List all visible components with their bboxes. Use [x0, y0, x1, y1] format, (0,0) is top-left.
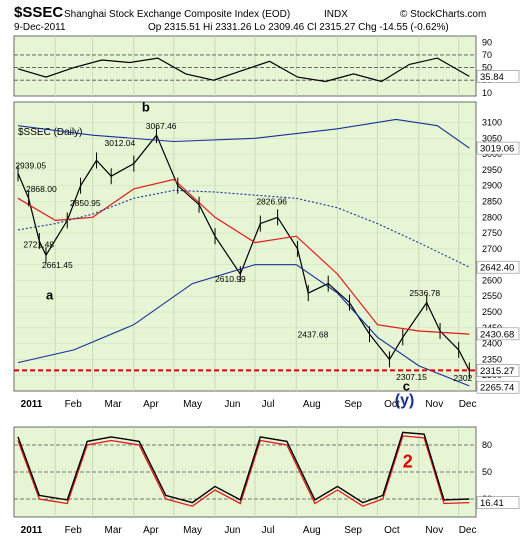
- price-annotation: 2939.05: [15, 160, 46, 170]
- wave-label-y: (y): [395, 392, 415, 409]
- bottom-signal-line: [17, 435, 470, 507]
- chart-exchange: INDX: [324, 9, 348, 20]
- price-annotation: 2661.45: [42, 260, 73, 270]
- price-annotation: 2536.78: [409, 288, 440, 298]
- bottom-last-value-box: [476, 496, 520, 509]
- top-y-tick-label: 10: [482, 88, 492, 98]
- top-y-tick-label: 90: [482, 37, 492, 47]
- price-annotation: 3012.04: [105, 138, 136, 148]
- x-axis-label-bottom: Nov: [425, 525, 443, 536]
- bottom-y-tick-label: 50: [482, 467, 492, 477]
- top-y-tick-label: 70: [482, 50, 492, 60]
- price-y-tick-label: 3100: [482, 118, 502, 128]
- price-annotation: 2307.15: [396, 372, 427, 382]
- x-axis-label-bottom: Apr: [143, 525, 159, 536]
- price-y-tick-label: 2700: [482, 244, 502, 254]
- x-axis-label-bottom: May: [183, 525, 202, 536]
- top-last-value-box: [476, 70, 520, 83]
- x-axis-label-bottom: Aug: [303, 525, 321, 536]
- chart-name: Shanghai Stock Exchange Composite Index …: [64, 9, 290, 20]
- right-label-last-price: 2315.27: [480, 366, 514, 377]
- x-axis-label-top: Jun: [224, 399, 240, 410]
- price-annotation: 2437.68: [298, 329, 329, 339]
- x-axis-label-top: Apr: [143, 399, 159, 410]
- price-y-tick-label: 2900: [482, 181, 502, 191]
- right-label-short-ma: 2430.68: [480, 329, 514, 340]
- x-axis-label-bottom: Dec: [459, 525, 477, 536]
- right-label-long-ma: 3019.06: [480, 144, 514, 155]
- x-axis-label-top: Sep: [344, 399, 362, 410]
- series-short-ma: [17, 178, 470, 335]
- price-y-tick-label: 2950: [482, 165, 502, 175]
- x-axis-label-top: Dec: [459, 399, 477, 410]
- price-y-tick-label: 2600: [482, 275, 502, 285]
- x-axis-label-top: May: [183, 399, 202, 410]
- wave-label-b: b: [142, 99, 150, 114]
- right-label-mid-ma: 2642.40: [480, 263, 514, 274]
- x-axis-label-bottom: Sep: [344, 525, 362, 536]
- right-label-long-ma-box: [476, 141, 520, 155]
- x-axis-label-bottom: Oct: [384, 525, 400, 536]
- price-annotation: 2721.48: [23, 239, 54, 249]
- bottom-y-tick-label: 80: [482, 440, 492, 450]
- price-y-tick-label: 2800: [482, 212, 502, 222]
- top-oscillator-line: [17, 57, 470, 83]
- bottom-last-value: 16.41: [480, 498, 504, 509]
- price-y-tick-label: 2350: [482, 354, 502, 364]
- right-label-last-price-box: [476, 364, 520, 377]
- right-label-short-ma-box: [476, 327, 520, 341]
- x-axis-label-bottom: Jun: [224, 525, 240, 536]
- x-axis-label-bottom: Feb: [65, 525, 83, 536]
- series-long-ma: [17, 118, 470, 149]
- price-panel: [13, 101, 477, 392]
- price-y-tick-label: 2400: [482, 339, 502, 349]
- price-annotation: 2868.00: [26, 184, 57, 194]
- price-y-tick-label: 2850: [482, 196, 502, 206]
- wave-label-a: a: [46, 287, 54, 302]
- wave-label-c: c: [403, 378, 410, 393]
- price-annotation: 2826.96: [256, 197, 287, 207]
- x-axis-label-bottom: Mar: [105, 525, 123, 536]
- price-y-tick-label: 2550: [482, 291, 502, 301]
- price-y-tick-label: 2500: [482, 307, 502, 317]
- price-y-tick-label: 2750: [482, 228, 502, 238]
- x-axis-label-top: 2011: [21, 399, 43, 410]
- right-label-mid-ma-box: [476, 260, 520, 274]
- price-annotation: 2302: [453, 373, 472, 383]
- right-label-lower-band-box: [476, 380, 520, 394]
- x-axis-label-bottom: Jul: [262, 525, 275, 536]
- wave-label-2: 2: [403, 452, 413, 472]
- right-label-lower-band: 2265.74: [480, 383, 514, 394]
- copyright: © StockCharts.com: [400, 9, 486, 20]
- bottom-oscillator-line: [17, 431, 470, 504]
- x-axis-label-bottom: 2011: [21, 525, 43, 536]
- x-axis-label-top: Jul: [262, 399, 275, 410]
- price-annotation: 2610.99: [215, 274, 246, 284]
- top-y-tick-label: 50: [482, 63, 492, 73]
- chart-date: 9-Dec-2011: [14, 22, 66, 33]
- price-y-tick-label: 3050: [482, 133, 502, 143]
- top-panel: [13, 35, 477, 97]
- x-axis-label-top: Aug: [303, 399, 321, 410]
- x-axis-label-top: Oct: [384, 399, 400, 410]
- price-annotation: 3067.46: [146, 121, 177, 131]
- x-axis-label-top: Feb: [65, 399, 83, 410]
- price-panel-title: $SSEC (Daily): [18, 127, 82, 138]
- series-lower-band: [17, 264, 470, 387]
- x-axis-label-top: Nov: [425, 399, 443, 410]
- price-annotation: 2850.95: [70, 198, 101, 208]
- top-last-value: 35.84: [480, 72, 504, 83]
- ohlc-readout: Op 2315.51 Hi 2331.26 Lo 2309.46 Cl 2315…: [148, 22, 449, 33]
- chart-symbol: $SSEC: [14, 4, 63, 21]
- series-mid-ma: [17, 189, 470, 268]
- x-axis-label-top: Mar: [105, 399, 123, 410]
